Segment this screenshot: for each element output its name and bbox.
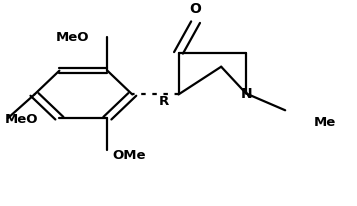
Text: OMe: OMe — [113, 149, 146, 162]
Text: MeO: MeO — [56, 30, 90, 43]
Text: MeO: MeO — [5, 112, 39, 125]
Text: N: N — [240, 87, 252, 101]
Text: R: R — [159, 94, 170, 107]
Text: O: O — [190, 2, 201, 16]
Text: Me: Me — [314, 115, 336, 128]
